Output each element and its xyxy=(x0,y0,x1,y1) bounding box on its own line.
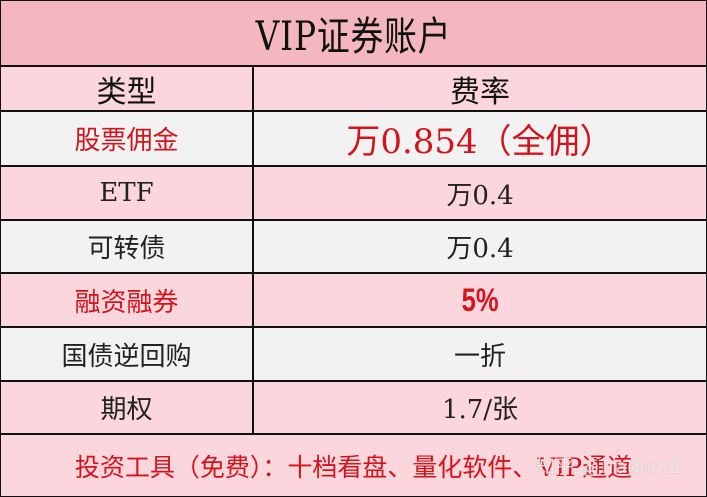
row-rate: 一折 xyxy=(453,341,506,372)
table-row: 期权 1.7/张 xyxy=(1,382,706,435)
row-type: 可转债 xyxy=(1,221,254,272)
row-type: 股票佣金 xyxy=(1,112,254,165)
table-row: 国债逆回购 一折 xyxy=(1,328,706,382)
row-rate: 万0.4 xyxy=(446,180,514,211)
table-title-row: VIP证券账户 xyxy=(1,1,706,67)
tools-footer-text: 投资工具（免费）：十档看盘、量化软件、VIP通道 xyxy=(74,452,633,482)
row-rate: 1.7/张 xyxy=(441,395,519,425)
table-row: 融资融券 5% xyxy=(1,274,706,328)
row-rate: 万0.4 xyxy=(446,234,514,264)
tools-footer: 投资工具（免费）：十档看盘、量化软件、VIP通道 xyxy=(1,435,706,496)
row-type: 国债逆回购 xyxy=(1,328,254,380)
header-rate: 费率 xyxy=(450,74,510,110)
row-rate: 万0.854（全佣） xyxy=(346,122,614,162)
table-header-row: 类型 费率 xyxy=(1,67,706,112)
table-row: 股票佣金 万0.854（全佣） xyxy=(1,112,706,167)
row-rate: 5% xyxy=(461,281,499,318)
row-rate-cell: 5% xyxy=(254,274,706,326)
watermark: 知乎 @Trader11 xyxy=(536,456,684,478)
table-row: 可转债 万0.4 xyxy=(1,221,706,274)
row-type: 期权 xyxy=(1,382,254,433)
header-type: 类型 xyxy=(1,67,254,110)
row-type: ETF xyxy=(1,167,254,219)
row-type: 融资融券 xyxy=(1,274,254,326)
table-row: ETF 万0.4 xyxy=(1,167,706,221)
table-title: VIP证券账户 xyxy=(255,14,452,60)
